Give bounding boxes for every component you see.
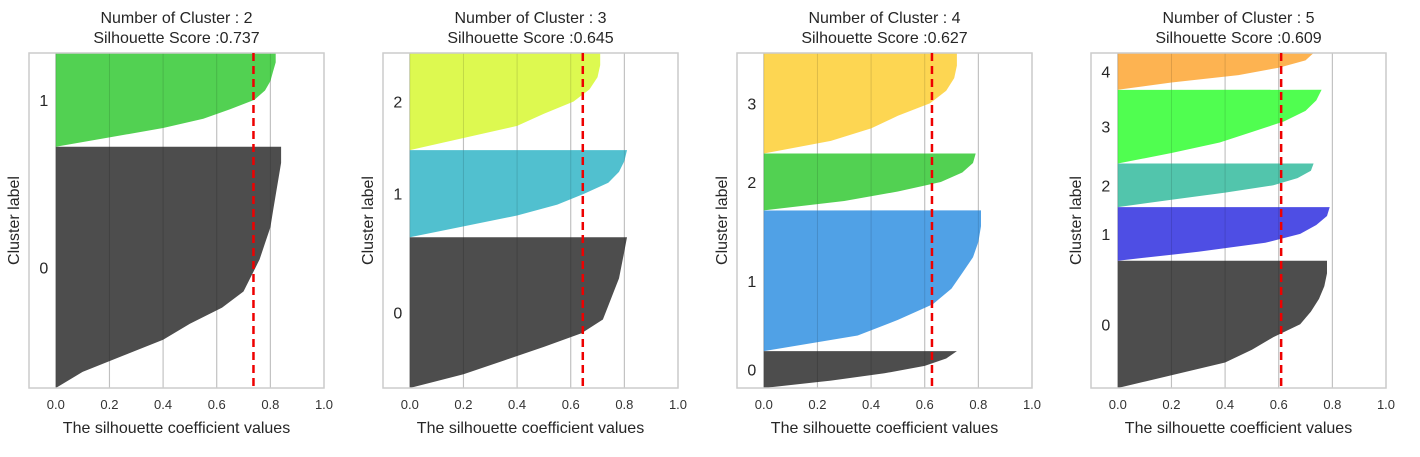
cluster-2-silhouette <box>763 153 976 211</box>
x-tick-label: 0.2 <box>1162 397 1180 412</box>
chart-panel-3: 0 1 2 3 0.0 0.2 0.4 0.6 0.8 1.0 Number of Cluster … <box>714 10 1041 437</box>
cluster-0-silhouette <box>55 146 282 388</box>
x-tick-label: 0.8 <box>1323 397 1341 412</box>
x-tick-label: 0.2 <box>454 397 472 412</box>
cluster-label-1: 1 <box>747 274 756 291</box>
chart-panel-4: 0 1 2 3 4 0.0 0.2 0.4 0.6 0.8 1.0 Number of Cluster… <box>1068 10 1395 437</box>
chart-title: Number of Cluster : 3 <box>454 10 606 27</box>
cluster-label-2: 2 <box>1101 178 1110 195</box>
x-tick-label: 1.0 <box>315 397 333 412</box>
cluster-3-silhouette <box>1117 89 1322 164</box>
x-tick-label: 0.0 <box>401 397 419 412</box>
cluster-label-2: 2 <box>393 95 402 112</box>
x-tick-label: 0.0 <box>47 397 65 412</box>
cluster-label-1: 1 <box>39 93 48 110</box>
x-tick-label: 1.0 <box>1377 397 1395 412</box>
plot-frame <box>1090 52 1387 389</box>
y-axis-label: Cluster label <box>6 176 23 265</box>
cluster-label-2: 2 <box>747 175 756 192</box>
chart-title: Number of Cluster : 2 <box>100 10 252 27</box>
x-tick-label: 0.8 <box>615 397 633 412</box>
cluster-label-0: 0 <box>393 306 402 323</box>
y-axis-label: Cluster label <box>1068 176 1085 265</box>
chart-subtitle: Silhouette Score :0.737 <box>93 30 259 47</box>
x-axis-label: The silhouette coefficient values <box>1125 420 1352 437</box>
x-tick-label: 0.8 <box>969 397 987 412</box>
x-tick-label: 0.6 <box>562 397 580 412</box>
chart-title: Number of Cluster : 5 <box>1162 10 1314 27</box>
cluster-label-3: 3 <box>1101 120 1110 137</box>
chart-subtitle: Silhouette Score :0.609 <box>1155 30 1321 47</box>
cluster-2-silhouette <box>1117 163 1314 208</box>
cluster-1-silhouette <box>1117 207 1330 261</box>
y-axis-label: Cluster label <box>360 176 377 265</box>
x-tick-label: 0.4 <box>508 397 526 412</box>
chart-subtitle: Silhouette Score :0.645 <box>447 30 613 47</box>
x-tick-label: 0.4 <box>1216 397 1234 412</box>
x-tick-label: 0.0 <box>755 397 773 412</box>
plot-frame <box>736 52 1033 389</box>
cluster-1-silhouette <box>409 150 627 238</box>
x-axis-label: The silhouette coefficient values <box>771 420 998 437</box>
x-tick-label: 0.6 <box>1270 397 1288 412</box>
cluster-label-4: 4 <box>1101 64 1110 81</box>
x-tick-label: 1.0 <box>1023 397 1041 412</box>
cluster-1-silhouette <box>55 53 276 147</box>
x-axis-label: The silhouette coefficient values <box>417 420 644 437</box>
y-axis-label: Cluster label <box>714 176 731 265</box>
x-tick-label: 0.4 <box>862 397 880 412</box>
chart-title: Number of Cluster : 4 <box>808 10 960 27</box>
cluster-label-1: 1 <box>1101 227 1110 244</box>
x-tick-label: 0.6 <box>916 397 934 412</box>
x-tick-label: 0.4 <box>154 397 172 412</box>
cluster-label-0: 0 <box>1101 317 1110 334</box>
cluster-0-silhouette <box>409 237 627 388</box>
x-tick-label: 0.2 <box>100 397 118 412</box>
chart-subtitle: Silhouette Score :0.627 <box>801 30 967 47</box>
cluster-1-silhouette <box>763 210 981 352</box>
cluster-0-silhouette <box>1117 260 1327 388</box>
cluster-4-silhouette <box>1117 53 1314 90</box>
x-axis-label: The silhouette coefficient values <box>63 420 290 437</box>
plot-frame <box>28 52 325 389</box>
cluster-2-silhouette <box>409 53 601 151</box>
cluster-label-0: 0 <box>39 260 48 277</box>
cluster-3-silhouette <box>763 53 957 154</box>
chart-panel-1: 0 1 0.0 0.2 0.4 0.6 0.8 1.0 Number of Cluster : … <box>6 10 333 437</box>
x-tick-label: 0.6 <box>208 397 226 412</box>
cluster-label-3: 3 <box>747 96 756 113</box>
chart-panel-2: 0 1 2 0.0 0.2 0.4 0.6 0.8 1.0 Number of Cluster :… <box>360 10 687 437</box>
cluster-label-1: 1 <box>393 187 402 204</box>
x-tick-label: 0.8 <box>261 397 279 412</box>
x-tick-label: 0.2 <box>808 397 826 412</box>
cluster-label-0: 0 <box>747 363 756 380</box>
x-tick-label: 0.0 <box>1109 397 1127 412</box>
x-tick-label: 1.0 <box>669 397 687 412</box>
plot-frame <box>382 52 679 389</box>
cluster-0-silhouette <box>763 351 957 388</box>
